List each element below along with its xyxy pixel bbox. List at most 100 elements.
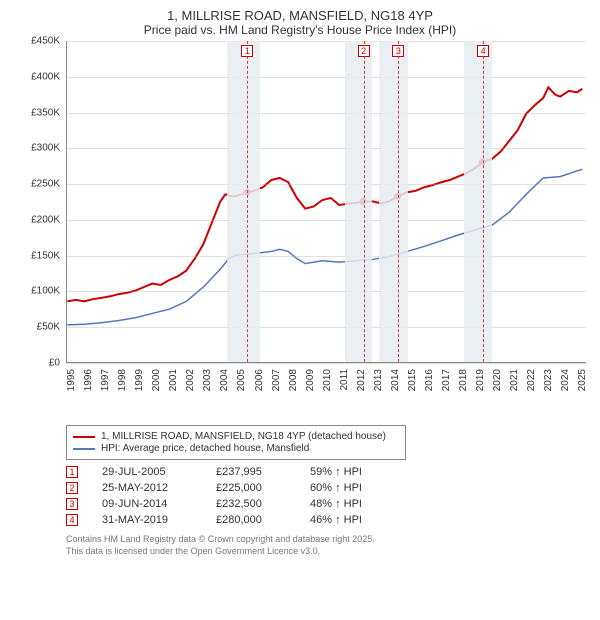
y-tick-label: £350K: [31, 107, 60, 118]
sale-date: 25-MAY-2012: [102, 482, 192, 494]
x-tick-label: 1995: [66, 369, 77, 391]
x-tick-label: 2021: [509, 369, 520, 391]
x-tick-label: 2000: [151, 369, 162, 391]
gridline: [67, 256, 586, 257]
shaded-band: [464, 41, 491, 362]
legend-label: 1, MILLRISE ROAD, MANSFIELD, NG18 4YP (d…: [101, 431, 386, 442]
legend-swatch: [73, 436, 95, 438]
x-tick-label: 2004: [219, 369, 230, 391]
sale-marker-box: 1: [241, 45, 253, 57]
sale-date: 31-MAY-2019: [102, 514, 192, 526]
y-tick-label: £50K: [37, 322, 60, 333]
y-tick-label: £0: [49, 358, 60, 369]
gridline: [67, 327, 586, 328]
sales-table: 1 29-JUL-2005 £237,995 59% ↑ HPI 2 25-MAY-201…: [66, 466, 588, 526]
plot-svg: [67, 41, 586, 362]
legend-row: HPI: Average price, detached house, Mans…: [73, 443, 399, 454]
sale-marker-box: 2: [358, 45, 370, 57]
x-tick-label: 1997: [100, 369, 111, 391]
gridline: [67, 363, 586, 364]
y-tick-label: £150K: [31, 250, 60, 261]
sale-pct: 59% ↑ HPI: [310, 466, 390, 478]
x-tick-label: 2012: [356, 369, 367, 391]
sale-pct: 60% ↑ HPI: [310, 482, 390, 494]
legend-row: 1, MILLRISE ROAD, MANSFIELD, NG18 4YP (d…: [73, 431, 399, 442]
sale-vline: [398, 41, 399, 362]
gridline: [67, 41, 586, 42]
shaded-band: [379, 41, 408, 362]
x-tick-label: 2006: [254, 369, 265, 391]
y-tick-label: £450K: [31, 36, 60, 47]
sale-marker-box: 4: [477, 45, 489, 57]
x-tick-label: 2011: [339, 369, 350, 391]
x-axis-labels: 1995199619971998199920002001200220032004…: [66, 365, 586, 405]
sale-vline: [364, 41, 365, 362]
y-tick-label: £200K: [31, 214, 60, 225]
shaded-band: [345, 41, 372, 362]
y-tick-label: £250K: [31, 179, 60, 190]
sale-vline: [483, 41, 484, 362]
sale-row-marker: 4: [66, 514, 78, 526]
footer-line-1: Contains HM Land Registry data © Crown c…: [66, 534, 588, 546]
sale-row: 4 31-MAY-2019 £280,000 46% ↑ HPI: [66, 514, 588, 526]
x-tick-label: 1996: [83, 369, 94, 391]
chart-title: 1, MILLRISE ROAD, MANSFIELD, NG18 4YP: [12, 8, 588, 23]
x-tick-label: 2008: [288, 369, 299, 391]
series-price-paid: [67, 87, 582, 301]
gridline: [67, 184, 586, 185]
x-tick-label: 2023: [543, 369, 554, 391]
legend-label: HPI: Average price, detached house, Mans…: [101, 443, 309, 454]
x-tick-label: 2019: [475, 369, 486, 391]
gridline: [67, 77, 586, 78]
x-tick-label: 2024: [560, 369, 571, 391]
footer-line-2: This data is licensed under the Open Gov…: [66, 546, 588, 558]
sale-price: £232,500: [216, 498, 286, 510]
sale-date: 09-JUN-2014: [102, 498, 192, 510]
x-tick-label: 2014: [390, 369, 401, 391]
sale-price: £280,000: [216, 514, 286, 526]
sale-row: 3 09-JUN-2014 £232,500 48% ↑ HPI: [66, 498, 588, 510]
gridline: [67, 291, 586, 292]
x-tick-label: 2007: [271, 369, 282, 391]
sale-price: £237,995: [216, 466, 286, 478]
chart-area: £0 £50K £100K £150K £200K £250K £300K £350K £400…: [26, 41, 586, 381]
x-tick-label: 2018: [458, 369, 469, 391]
sale-row: 1 29-JUL-2005 £237,995 59% ↑ HPI: [66, 466, 588, 478]
gridline: [67, 113, 586, 114]
sale-vline: [247, 41, 248, 362]
x-tick-label: 2013: [373, 369, 384, 391]
y-tick-label: £300K: [31, 143, 60, 154]
x-tick-label: 2009: [305, 369, 316, 391]
sale-date: 29-JUL-2005: [102, 466, 192, 478]
x-tick-label: 2020: [492, 369, 503, 391]
x-tick-label: 1998: [117, 369, 128, 391]
x-tick-label: 2015: [407, 369, 418, 391]
legend-swatch: [73, 448, 95, 450]
series-hpi: [67, 169, 582, 325]
sale-row-marker: 1: [66, 466, 78, 478]
x-tick-label: 2010: [322, 369, 333, 391]
x-tick-label: 2002: [185, 369, 196, 391]
x-tick-label: 2005: [236, 369, 247, 391]
y-tick-label: £400K: [31, 71, 60, 82]
chart-subtitle: Price paid vs. HM Land Registry's House …: [12, 23, 588, 37]
sale-pct: 48% ↑ HPI: [310, 498, 390, 510]
y-tick-label: £100K: [31, 286, 60, 297]
shaded-band: [227, 41, 259, 362]
x-tick-label: 2025: [577, 369, 588, 391]
y-axis-labels: £0 £50K £100K £150K £200K £250K £300K £350K £400…: [18, 41, 60, 381]
sale-row-marker: 2: [66, 482, 78, 494]
x-tick-label: 2017: [441, 369, 452, 391]
title-block: 1, MILLRISE ROAD, MANSFIELD, NG18 4YP Pr…: [12, 8, 588, 37]
sale-row-marker: 3: [66, 498, 78, 510]
x-tick-label: 2003: [202, 369, 213, 391]
x-tick-label: 1999: [134, 369, 145, 391]
plot-region: 1 2 3 4: [66, 41, 586, 363]
gridline: [67, 148, 586, 149]
sale-marker-box: 3: [392, 45, 404, 57]
sale-pct: 46% ↑ HPI: [310, 514, 390, 526]
gridline: [67, 220, 586, 221]
x-tick-label: 2022: [526, 369, 537, 391]
legend-box: 1, MILLRISE ROAD, MANSFIELD, NG18 4YP (d…: [66, 425, 406, 460]
sale-price: £225,000: [216, 482, 286, 494]
